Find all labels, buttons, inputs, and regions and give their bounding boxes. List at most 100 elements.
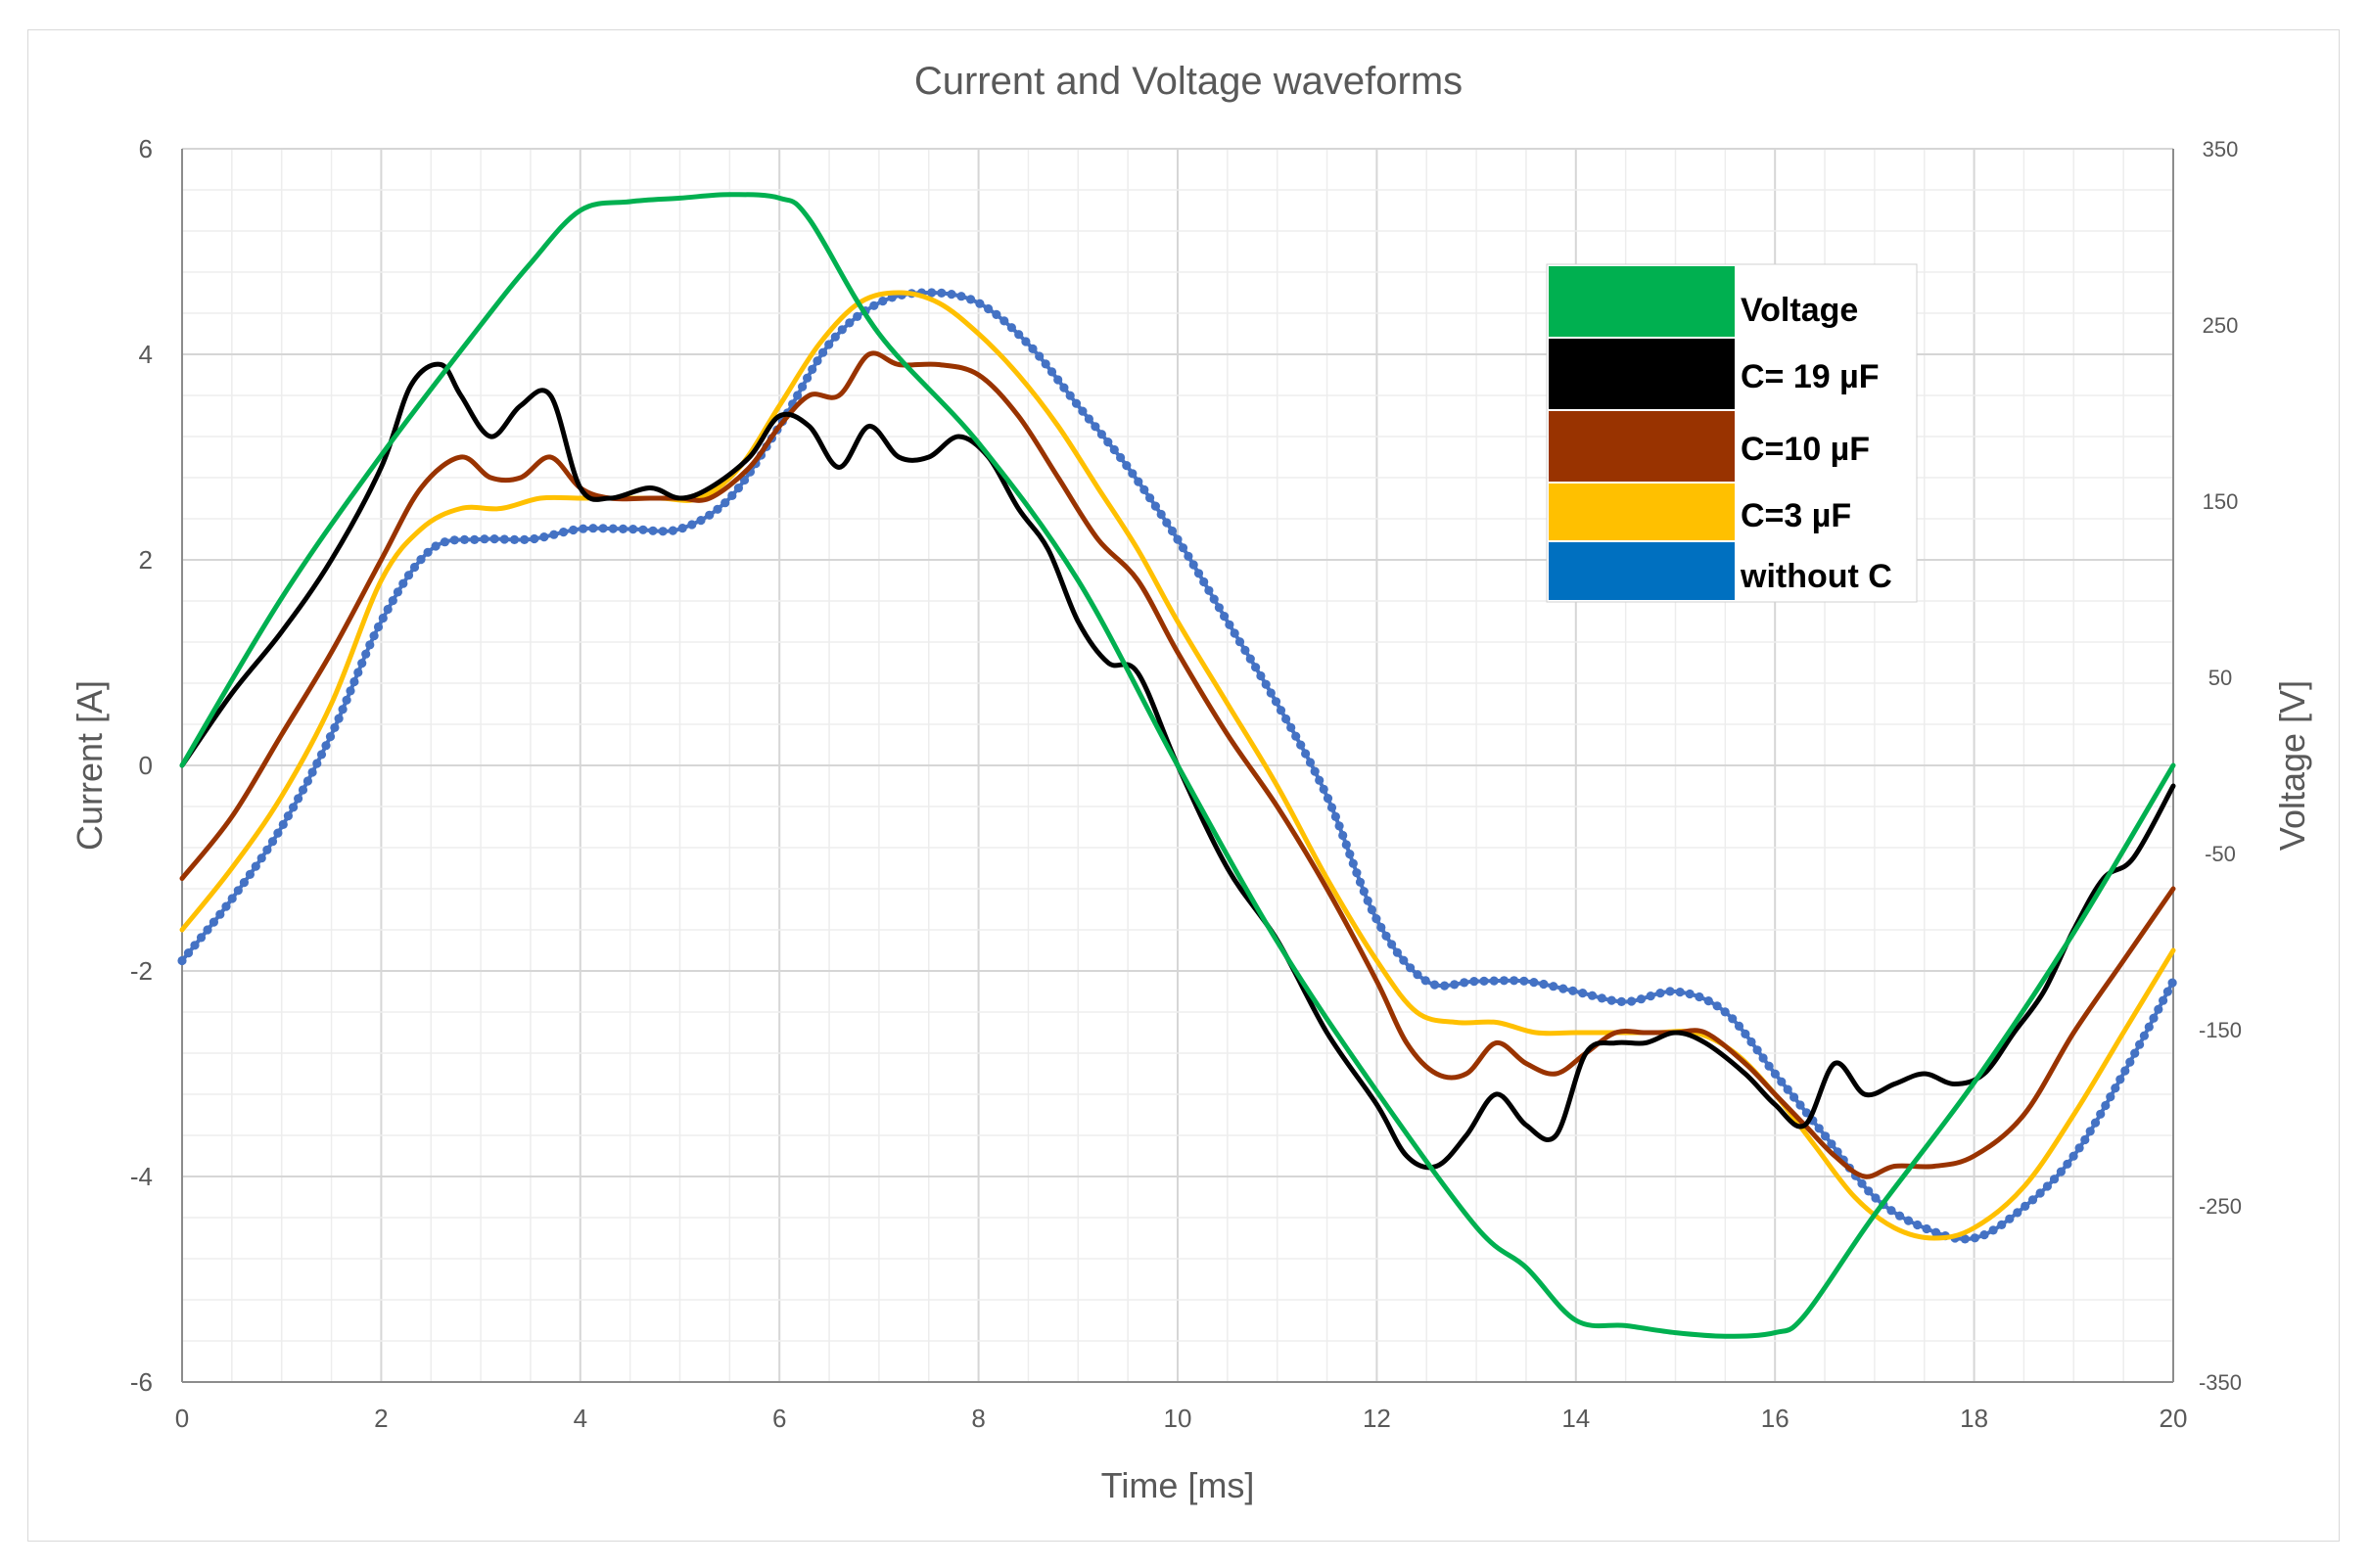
- series-marker-without-c: [1886, 1206, 1896, 1216]
- series-marker-without-c: [2154, 1004, 2163, 1014]
- series-marker-without-c: [262, 845, 272, 854]
- series-marker-without-c: [1156, 509, 1166, 520]
- series-marker-without-c: [588, 524, 598, 533]
- series-marker-without-c: [1703, 996, 1713, 1006]
- series-marker-without-c: [1301, 749, 1311, 759]
- x-tick-label: 20: [2160, 1404, 2188, 1433]
- series-marker-without-c: [2090, 1118, 2101, 1128]
- y-tick-label: 2: [139, 545, 153, 575]
- series-marker-without-c: [1789, 1092, 1799, 1102]
- series-marker-without-c: [378, 613, 388, 623]
- series-marker-without-c: [283, 811, 293, 821]
- series-marker-without-c: [2035, 1188, 2045, 1198]
- series-marker-without-c: [239, 878, 249, 888]
- x-tick-label: 12: [1363, 1404, 1391, 1433]
- legend-item-without-c: without C: [1549, 542, 1892, 600]
- x-tick-label: 16: [1761, 1404, 1789, 1433]
- series-marker-without-c: [1122, 461, 1132, 471]
- series-marker-without-c: [830, 332, 840, 342]
- series-marker-without-c: [2005, 1214, 2015, 1223]
- series-marker-without-c: [1240, 645, 1250, 656]
- y2-tick-label: 50: [2208, 666, 2232, 690]
- series-marker-without-c: [668, 526, 678, 535]
- series-marker-without-c: [608, 524, 618, 533]
- series-marker-without-c: [1281, 714, 1291, 724]
- series-marker-without-c: [2049, 1175, 2060, 1184]
- series-marker-without-c: [1741, 1029, 1750, 1038]
- series-marker-without-c: [349, 676, 359, 687]
- series-marker-without-c: [1734, 1021, 1744, 1031]
- legend-label-without-c: without C: [1740, 558, 1892, 595]
- series-marker-without-c: [1041, 359, 1050, 369]
- series-marker-without-c: [1345, 850, 1355, 859]
- series-marker-without-c: [388, 596, 397, 606]
- series-marker-without-c: [480, 534, 489, 544]
- series-marker-without-c: [1150, 501, 1160, 511]
- series-marker-without-c: [2120, 1066, 2130, 1076]
- series-marker-without-c: [393, 587, 402, 597]
- series-marker-without-c: [793, 391, 803, 400]
- series-marker-without-c: [423, 547, 433, 557]
- series-marker-without-c: [1209, 594, 1219, 604]
- x-tick-labels: 0 2 4 6 8 10 12 14 16 18 20: [175, 1404, 2188, 1433]
- series-marker-without-c: [984, 303, 994, 314]
- series-marker-without-c: [1096, 430, 1106, 439]
- series-marker-without-c: [1903, 1216, 1914, 1225]
- y-tick-label: 4: [139, 340, 153, 369]
- series-marker-without-c: [1568, 986, 1578, 995]
- legend-item-voltage: Voltage: [1549, 266, 1858, 337]
- series-marker-without-c: [1065, 391, 1075, 400]
- series-marker-without-c: [1413, 970, 1422, 980]
- series-marker-without-c: [638, 525, 648, 534]
- series-line-c-10-f: [179, 350, 2176, 1179]
- series-marker-without-c: [1381, 931, 1391, 941]
- legend-label-c3: C=3 µF: [1741, 497, 1851, 534]
- series-marker-without-c: [1188, 560, 1198, 570]
- series-marker-without-c: [1341, 840, 1351, 850]
- series-marker-without-c: [215, 909, 225, 919]
- series-marker-without-c: [1655, 989, 1665, 998]
- series-marker-without-c: [1712, 1001, 1722, 1011]
- series-marker-without-c: [937, 288, 947, 298]
- legend-swatch-c10: [1549, 411, 1735, 482]
- series-marker-without-c: [1387, 940, 1397, 949]
- series-marker-without-c: [1777, 1077, 1787, 1086]
- y-tick-label: -6: [130, 1367, 153, 1397]
- series-marker-without-c: [338, 705, 348, 715]
- series-marker-without-c: [183, 948, 194, 958]
- series-marker-without-c: [803, 373, 813, 383]
- series-marker-without-c: [569, 525, 579, 535]
- series-marker-without-c: [470, 534, 480, 545]
- series-marker-without-c: [1519, 976, 1529, 986]
- series-marker-without-c: [1979, 1230, 1989, 1240]
- series-marker-without-c: [196, 933, 207, 943]
- series-marker-without-c: [818, 347, 828, 357]
- series-marker-without-c: [530, 533, 539, 544]
- y-tick-label: 0: [139, 751, 153, 780]
- series-marker-without-c: [1864, 1186, 1874, 1196]
- series-marker-without-c: [727, 490, 737, 500]
- series-marker-without-c: [449, 535, 459, 545]
- series-marker-without-c: [1578, 989, 1588, 998]
- series-marker-without-c: [598, 524, 608, 533]
- series-marker-without-c: [2085, 1127, 2095, 1136]
- series-marker-without-c: [209, 917, 218, 927]
- series-marker-without-c: [1310, 766, 1320, 776]
- y-tick-label: -4: [130, 1162, 153, 1191]
- series-marker-without-c: [1355, 877, 1366, 887]
- series-marker-without-c: [2101, 1100, 2111, 1111]
- series-marker-without-c: [2162, 987, 2172, 996]
- x-tick-label: 2: [374, 1404, 388, 1433]
- series-marker-without-c: [373, 622, 384, 632]
- legend-item-c3: C=3 µF: [1549, 484, 1851, 540]
- series-marker-without-c: [1549, 982, 1558, 992]
- series-marker-without-c: [520, 534, 530, 545]
- series-marker-without-c: [273, 828, 283, 838]
- series-marker-without-c: [2068, 1151, 2078, 1161]
- x-tick-label: 18: [1960, 1404, 1988, 1433]
- series-marker-without-c: [869, 300, 879, 310]
- series-marker-without-c: [2159, 995, 2168, 1005]
- series-marker-without-c: [559, 528, 569, 537]
- series-marker-without-c: [878, 297, 888, 306]
- series-marker-without-c: [1363, 896, 1372, 905]
